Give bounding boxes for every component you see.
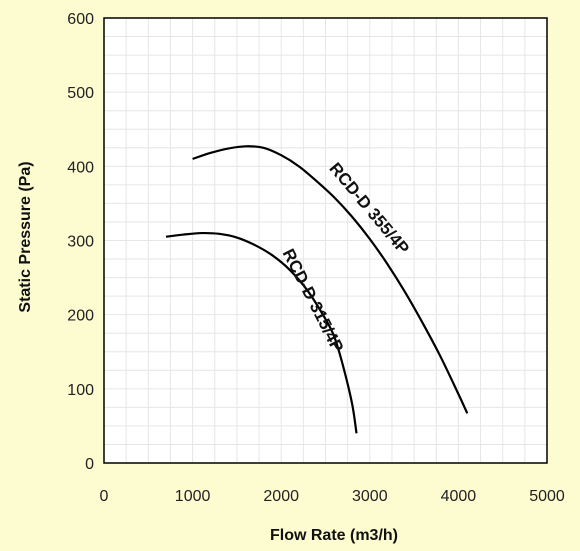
- x-tick-label: 4000: [441, 488, 477, 505]
- curves: [165, 145, 469, 434]
- x-tick-label: 5000: [529, 488, 565, 505]
- y-axis-label: Static Pressure (Pa): [17, 161, 34, 312]
- y-tick-label: 200: [67, 308, 94, 325]
- y-tick-label: 600: [67, 11, 94, 28]
- x-tick-label: 0: [100, 488, 109, 505]
- x-axis-label: Flow Rate (m3/h): [270, 527, 398, 544]
- tick-labels: 0 1000 2000 3000 4000 5000 0 100 200 300 400 500 600: [67, 11, 565, 505]
- x-tick-label: 1000: [175, 488, 211, 505]
- series-curve-0: [192, 145, 469, 414]
- y-tick-label: 0: [85, 456, 94, 473]
- gridlines: [104, 18, 547, 463]
- plot-border: [103, 17, 548, 464]
- x-tick-label: 3000: [352, 488, 388, 505]
- y-tick-label: 300: [67, 234, 94, 251]
- y-tick-label: 500: [67, 85, 94, 102]
- y-tick-label: 100: [67, 382, 94, 399]
- x-tick-label: 2000: [263, 488, 299, 505]
- y-tick-label: 400: [67, 159, 94, 176]
- series-curve-1: [165, 231, 358, 434]
